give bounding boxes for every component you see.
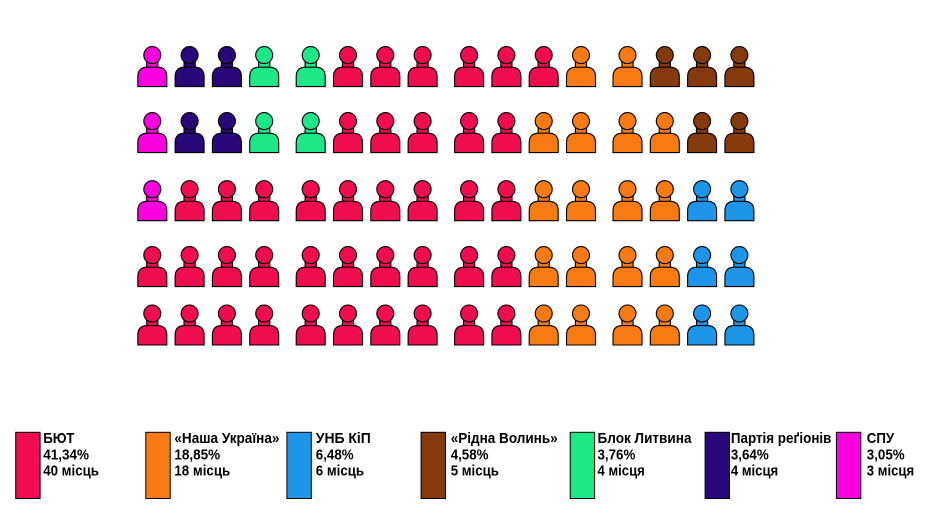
svg-text:40 місць: 40 місць	[43, 464, 99, 480]
svg-text:3,76%: 3,76%	[598, 447, 636, 463]
svg-text:3,05%: 3,05%	[867, 447, 905, 463]
svg-text:УНБ КіП: УНБ КіП	[316, 431, 371, 447]
svg-text:4 місця: 4 місця	[731, 464, 778, 480]
svg-text:18 місць: 18 місць	[174, 464, 230, 480]
svg-text:СПУ: СПУ	[867, 431, 895, 447]
svg-text:41,34%: 41,34%	[43, 447, 89, 463]
svg-text:4 місця: 4 місця	[598, 464, 645, 480]
svg-text:4,58%: 4,58%	[451, 447, 489, 463]
svg-text:3,64%: 3,64%	[731, 447, 769, 463]
svg-text:Блок Литвина: Блок Литвина	[598, 431, 693, 447]
svg-text:Партія реґіонів: Партія реґіонів	[731, 431, 832, 447]
svg-text:6 місць: 6 місць	[316, 464, 364, 480]
svg-text:18,85%: 18,85%	[174, 447, 220, 463]
svg-text:3 місця: 3 місця	[867, 464, 914, 480]
svg-text:6,48%: 6,48%	[316, 447, 354, 463]
svg-text:БЮТ: БЮТ	[43, 431, 74, 447]
svg-text:«Наша Україна»: «Наша Україна»	[174, 431, 279, 447]
svg-text:5 місць: 5 місць	[451, 464, 499, 480]
svg-text:«Рідна Волинь»: «Рідна Волинь»	[451, 431, 558, 447]
